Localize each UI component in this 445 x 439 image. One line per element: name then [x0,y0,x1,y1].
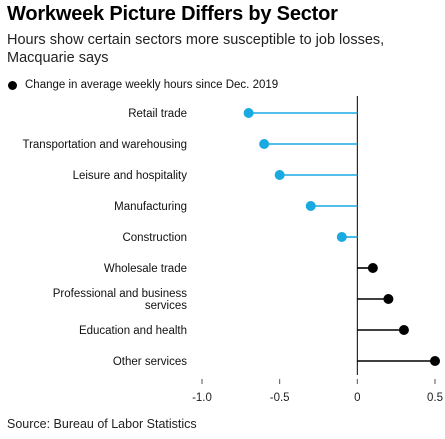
category-label: Retail trade [128,108,187,120]
category-label: Professional and business services [53,288,187,312]
category-label: Construction [122,232,187,244]
lollipop-dot [383,294,394,304]
lollipop-chart: Retail trade Transportation and warehousi… [22,96,443,404]
category-label: Manufacturing [114,201,187,213]
x-tick-label: 0 [354,392,360,404]
chart-subtitle: Hours show certain sectors more suscepti… [7,32,385,66]
category-label: Education and health [79,325,187,337]
legend-label: Change in average weekly hours since Dec… [25,79,279,91]
category-label-line: Construction [122,232,187,244]
legend-marker-icon [8,80,17,90]
category-label-line: services [145,300,187,312]
chart-title: Workweek Picture Differs by Sector [7,3,338,25]
chart-legend: Change in average weekly hours since Dec… [8,78,278,92]
lollipop-dot [305,201,316,211]
category-label: Transportation and warehousing [22,139,187,151]
lollipop-dot [430,356,440,366]
category-label-line: Other services [113,356,187,368]
x-tick-label: -1.0 [192,392,212,404]
category-label: Other services [113,356,187,368]
category-label-line: Retail trade [128,108,187,120]
category-label-line: Professional and business [53,288,187,300]
category-label-line: Wholesale trade [104,263,187,275]
x-tick-label: 0.5 [427,392,443,404]
lollipop-dot [243,108,254,118]
lollipop-dot [336,232,347,242]
lollipop-dot [259,139,270,149]
lollipop-dot [398,325,409,335]
category-label: Leisure and hospitality [73,170,188,182]
source-note: Source: Bureau of Labor Statistics [7,417,197,431]
lollipop-dot [367,263,378,273]
category-label-line: Transportation and warehousing [22,139,187,151]
lollipop-dot [274,170,285,180]
category-label-line: Manufacturing [114,201,187,213]
category-label: Wholesale trade [104,263,187,275]
category-label-line: Leisure and hospitality [73,170,188,182]
x-tick-label: -0.5 [270,392,290,404]
category-label-line: Education and health [79,325,187,337]
